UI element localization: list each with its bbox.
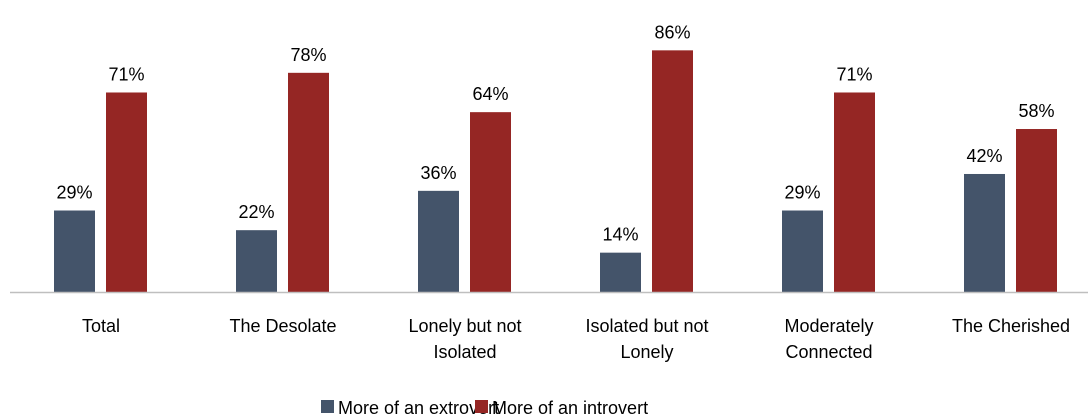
legend-swatch-introvert [475, 400, 488, 413]
legend-label: More of an extrovert [338, 398, 499, 414]
bar-introvert [288, 72, 329, 292]
bar-introvert [1016, 129, 1057, 292]
data-label: 71% [836, 64, 872, 84]
data-label: 14% [602, 225, 638, 245]
category-label: The Cherished [952, 316, 1070, 336]
data-label: 78% [290, 45, 326, 65]
bar-extrovert [782, 210, 823, 292]
bar-extrovert [418, 190, 459, 292]
bar-introvert [834, 92, 875, 293]
data-label: 29% [56, 183, 92, 203]
bar-introvert [470, 112, 511, 292]
value-labels-layer: 29% 71% 22% 78% 36% 64% 14% 86% 29% 71% 42% 58% [56, 22, 1054, 244]
category-label: Lonely but not Isolated [408, 316, 521, 362]
data-label: 58% [1018, 101, 1054, 121]
data-label: 22% [238, 202, 274, 222]
data-label: 42% [966, 146, 1002, 166]
bar-extrovert [600, 252, 641, 292]
category-label: Moderately Connected [784, 316, 873, 362]
category-label: The Desolate [229, 316, 336, 336]
data-label: 36% [420, 163, 456, 183]
bar-introvert [106, 92, 147, 293]
bars-layer [54, 50, 1057, 293]
category-label: Total [82, 316, 120, 336]
category-labels-layer: Total The Desolate Lonely but not Isolated I… [82, 316, 1070, 362]
category-label: Isolated but not Lonely [585, 316, 708, 362]
data-label: 86% [654, 22, 690, 42]
bar-extrovert [54, 210, 95, 292]
bar-extrovert [964, 173, 1005, 292]
data-label: 71% [108, 64, 144, 84]
data-label: 29% [784, 183, 820, 203]
legend-label: More of an introvert [492, 398, 648, 414]
bar-extrovert [236, 230, 277, 292]
bar-introvert [652, 50, 693, 293]
legend-swatch-extrovert [321, 400, 334, 413]
data-label: 64% [472, 84, 508, 104]
